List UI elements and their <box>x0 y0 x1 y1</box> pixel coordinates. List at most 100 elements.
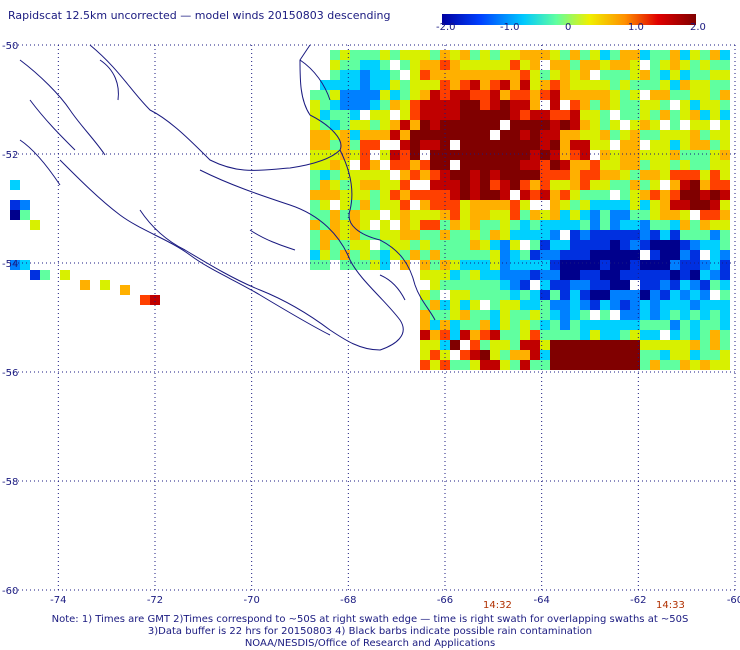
wind-cell <box>610 120 620 130</box>
wind-cell <box>660 290 670 300</box>
wind-cell <box>650 50 660 60</box>
wind-cell <box>580 240 590 250</box>
wind-cell <box>650 170 660 180</box>
wind-cell <box>450 170 460 180</box>
wind-cell <box>460 80 470 90</box>
wind-cell <box>550 200 560 210</box>
wind-cell <box>650 310 660 320</box>
wind-cell <box>680 190 690 200</box>
wind-cell <box>500 50 510 60</box>
wind-cell <box>620 190 630 200</box>
wind-cell <box>320 120 330 130</box>
wind-cell <box>520 110 530 120</box>
wind-cell <box>610 290 620 300</box>
wind-cell <box>540 70 550 80</box>
wind-cell <box>530 120 540 130</box>
wind-cell <box>420 320 430 330</box>
wind-cell <box>480 250 490 260</box>
wind-cell <box>720 50 730 60</box>
wind-cell <box>560 120 570 130</box>
wind-cell <box>710 100 720 110</box>
wind-cell <box>370 190 380 200</box>
wind-cell <box>440 350 450 360</box>
wind-cell <box>360 130 370 140</box>
wind-cell <box>720 300 730 310</box>
wind-cell <box>430 100 440 110</box>
map-title: Rapidscat 12.5km uncorrected — model win… <box>8 9 391 22</box>
wind-cell <box>400 240 410 250</box>
wind-cell <box>490 110 500 120</box>
wind-cell <box>600 270 610 280</box>
wind-cell <box>620 330 630 340</box>
wind-cell <box>720 170 730 180</box>
wind-cell <box>560 270 570 280</box>
wind-cell <box>690 220 700 230</box>
wind-cell <box>480 110 490 120</box>
wind-cell <box>690 80 700 90</box>
wind-cell <box>530 210 540 220</box>
wind-cell <box>410 100 420 110</box>
wind-cell <box>710 150 720 160</box>
wind-cell <box>430 350 440 360</box>
wind-cell <box>650 100 660 110</box>
wind-cell <box>590 190 600 200</box>
wind-cell <box>590 140 600 150</box>
wind-cell <box>660 270 670 280</box>
wind-cell <box>480 330 490 340</box>
wind-cell <box>570 360 580 370</box>
wind-cell <box>340 90 350 100</box>
colorbar-label: 1.0 <box>628 22 644 33</box>
wind-cell <box>620 140 630 150</box>
wind-cell <box>430 290 440 300</box>
wind-cell <box>700 180 710 190</box>
wind-cell <box>490 190 500 200</box>
wind-cell <box>430 190 440 200</box>
wind-cell <box>590 350 600 360</box>
wind-cell <box>380 230 390 240</box>
wind-cell <box>340 100 350 110</box>
wind-cell <box>530 220 540 230</box>
wind-cell <box>700 110 710 120</box>
wind-cell <box>430 160 440 170</box>
wind-cell <box>470 310 480 320</box>
wind-cell <box>710 220 720 230</box>
wind-cell <box>500 300 510 310</box>
wind-cell <box>510 180 520 190</box>
wind-cell <box>580 230 590 240</box>
wind-cell <box>430 200 440 210</box>
wind-cell <box>420 120 430 130</box>
wind-cell <box>450 230 460 240</box>
wind-cell <box>600 300 610 310</box>
wind-cell <box>530 70 540 80</box>
wind-cell <box>600 150 610 160</box>
wind-cell <box>500 350 510 360</box>
wind-cell <box>460 260 470 270</box>
wind-cell <box>510 160 520 170</box>
wind-cell <box>560 240 570 250</box>
wind-cell <box>660 280 670 290</box>
wind-cell <box>620 340 630 350</box>
wind-cell <box>540 330 550 340</box>
wind-cell <box>360 200 370 210</box>
wind-cell <box>640 320 650 330</box>
wind-cell <box>630 330 640 340</box>
wind-cell <box>470 210 480 220</box>
wind-cell <box>670 290 680 300</box>
wind-cell <box>410 250 420 260</box>
wind-cell <box>600 220 610 230</box>
wind-cell <box>670 240 680 250</box>
wind-cell <box>690 330 700 340</box>
wind-cell <box>670 270 680 280</box>
wind-cell <box>450 240 460 250</box>
wind-cell <box>600 260 610 270</box>
wind-cell <box>680 250 690 260</box>
wind-cell <box>430 270 440 280</box>
wind-cell <box>310 100 320 110</box>
wind-cell <box>560 110 570 120</box>
wind-cell <box>320 150 330 160</box>
wind-cell <box>690 320 700 330</box>
wind-cell <box>480 190 490 200</box>
note-line-1: Note: 1) Times are GMT 2)Times correspon… <box>51 614 689 625</box>
wind-cell <box>590 210 600 220</box>
wind-cell <box>690 100 700 110</box>
